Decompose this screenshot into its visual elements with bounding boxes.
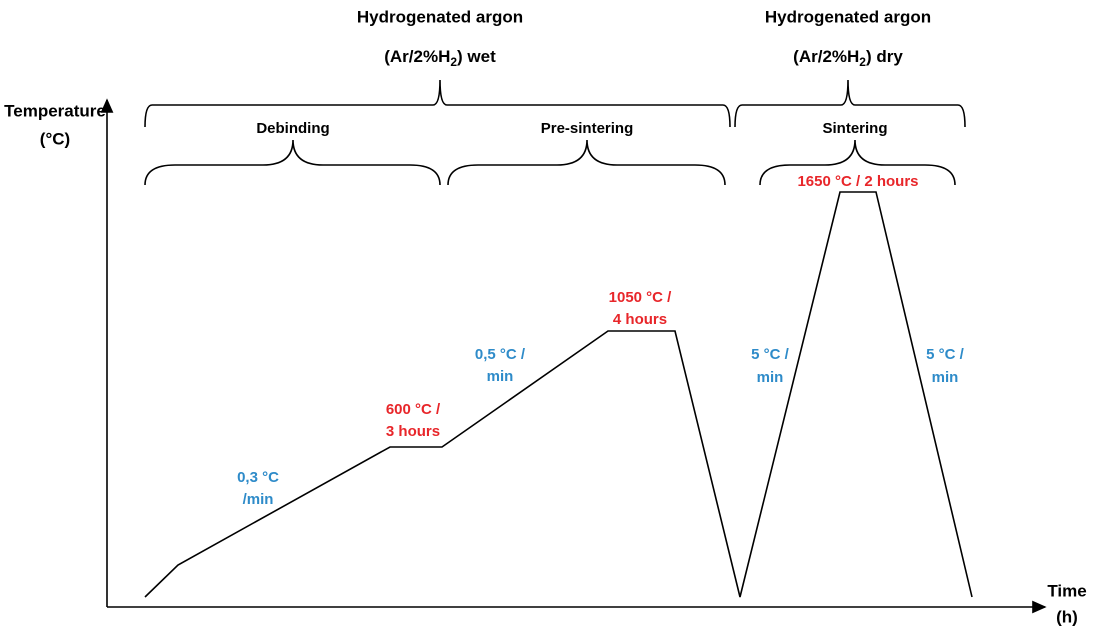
atmosphere-title: Hydrogenated argon [765, 7, 931, 26]
rate-label: 0,5 °C / [475, 346, 526, 363]
hold-label: 1650 °C / 2 hours [797, 173, 918, 190]
rate-label: min [932, 369, 959, 386]
x-axis-label: Time [1047, 581, 1086, 600]
rate-label: min [757, 369, 784, 386]
bracket [144, 79, 731, 128]
atmosphere-title: Hydrogenated argon [357, 7, 523, 26]
y-axis-label: (°C) [40, 129, 70, 148]
stage-label: Sintering [822, 120, 887, 137]
hold-label: 3 hours [386, 423, 440, 440]
hold-label: 600 °C / [386, 401, 441, 418]
bracket [734, 79, 966, 128]
y-axis-label: Temperature [4, 101, 106, 120]
hold-label: 1050 °C / [609, 289, 673, 306]
atmosphere-formula: (Ar/2%H2) dry [793, 47, 903, 69]
rate-label: 5 °C / [751, 346, 790, 363]
rate-label: min [487, 368, 514, 385]
brace [759, 139, 956, 186]
brace [447, 139, 726, 186]
rate-label: 0,3 °C [237, 469, 279, 486]
stage-label: Pre-sintering [541, 120, 634, 137]
atmosphere-formula: (Ar/2%H2) wet [384, 47, 496, 69]
hold-label: 4 hours [613, 311, 667, 328]
rate-label: /min [243, 491, 274, 508]
brace [144, 139, 441, 186]
stage-label: Debinding [256, 120, 329, 137]
rate-label: 5 °C / [926, 346, 965, 363]
temperature-profile [144, 191, 973, 598]
x-axis-label: (h) [1056, 607, 1078, 626]
